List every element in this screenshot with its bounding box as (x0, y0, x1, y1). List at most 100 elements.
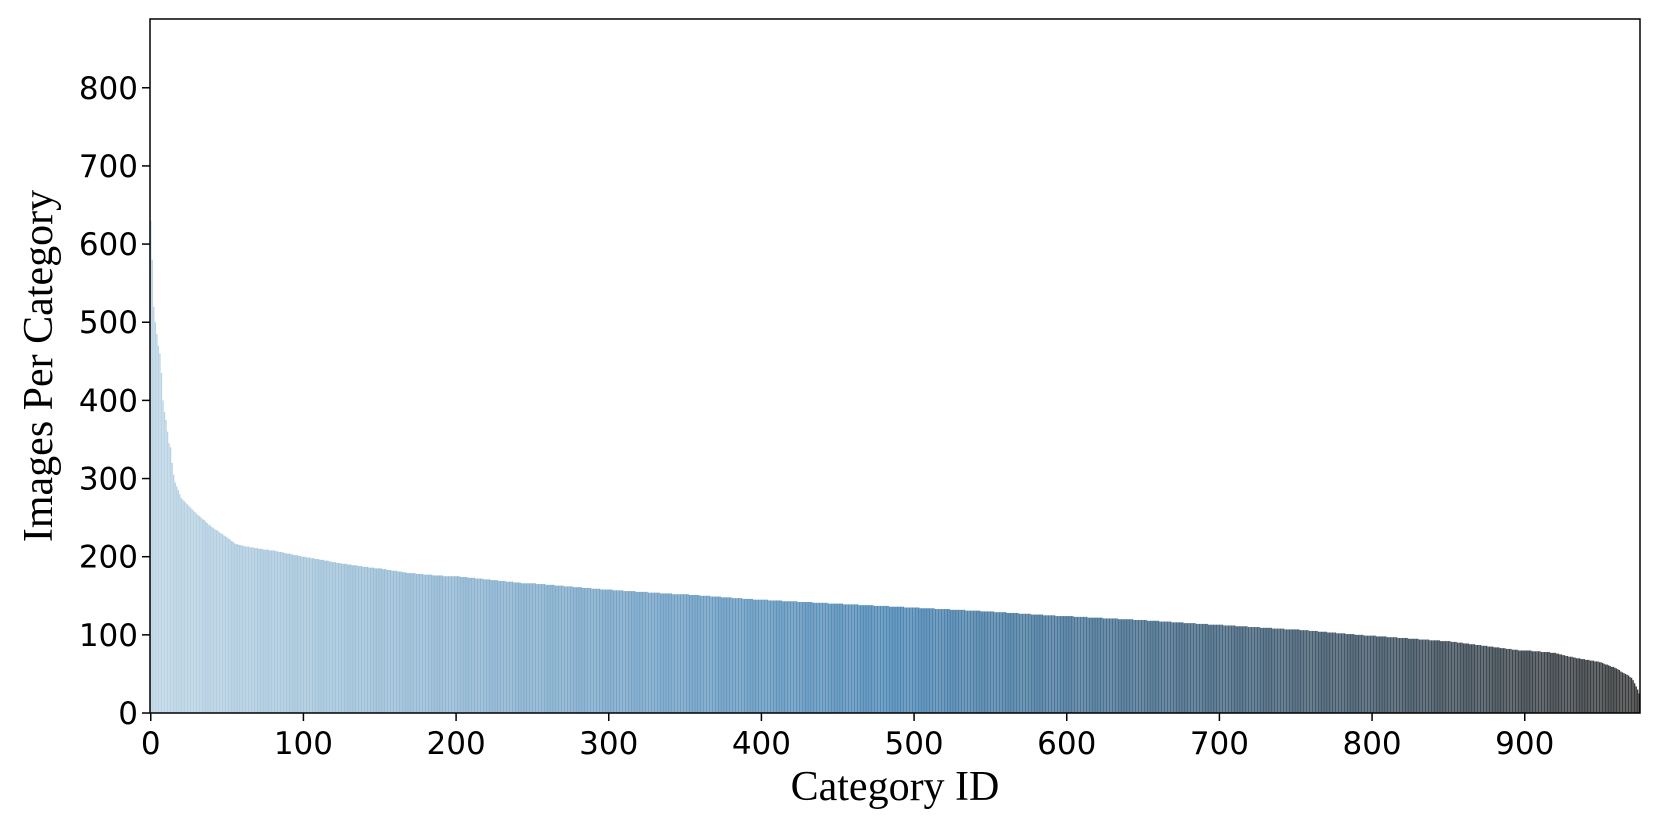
bar (437, 575, 439, 713)
bar (609, 589, 611, 713)
bar (440, 575, 442, 713)
bar (452, 576, 454, 713)
bar (1092, 617, 1094, 713)
bar (298, 555, 300, 713)
bar (1012, 612, 1015, 713)
bar (1269, 627, 1271, 713)
bar (1177, 622, 1179, 713)
bar (814, 602, 816, 713)
bar (843, 604, 845, 713)
bar (550, 584, 552, 713)
bar (171, 462, 173, 713)
bar (1513, 649, 1515, 713)
bar (1551, 652, 1553, 713)
bar (1183, 623, 1185, 713)
bar (1139, 619, 1141, 713)
bar (750, 598, 752, 713)
bar (1487, 646, 1489, 713)
bar (1064, 616, 1066, 713)
bar (937, 609, 940, 713)
bar (517, 582, 520, 713)
bar (647, 592, 650, 713)
bar (623, 591, 625, 713)
bar (856, 604, 859, 713)
bar (1400, 637, 1402, 713)
bar (1273, 628, 1276, 713)
bar (1563, 655, 1566, 713)
bar (441, 575, 444, 713)
bar (1235, 626, 1237, 713)
bar (1623, 673, 1625, 713)
bar (701, 595, 703, 713)
bar (1166, 621, 1169, 713)
bar (1560, 654, 1563, 713)
bar (524, 583, 526, 713)
bar (800, 602, 802, 713)
bar (927, 608, 929, 713)
bar (446, 576, 448, 713)
bar (666, 593, 668, 713)
bar (305, 557, 308, 713)
bar (1264, 627, 1266, 713)
bar (470, 577, 473, 713)
bar (447, 576, 450, 713)
bar (473, 577, 476, 713)
bar (1072, 616, 1074, 713)
bar (942, 609, 944, 713)
bar (585, 587, 587, 713)
bar (1534, 651, 1537, 713)
bar (737, 598, 740, 713)
bar (595, 588, 598, 713)
bar (1143, 619, 1146, 713)
bar (1061, 616, 1063, 713)
bar (427, 574, 430, 713)
bar (1317, 631, 1320, 713)
bar (374, 568, 376, 713)
bar (1546, 652, 1549, 713)
bar (1259, 627, 1262, 713)
bar (1311, 630, 1314, 713)
bar (1343, 633, 1346, 713)
bar (197, 515, 199, 713)
bar (879, 605, 882, 713)
bar (1543, 652, 1546, 713)
bar (1562, 655, 1564, 713)
bar (174, 482, 176, 713)
bar (1498, 647, 1500, 713)
bar (1087, 617, 1089, 713)
bar (762, 599, 764, 713)
bar (150, 220, 152, 713)
bar (360, 566, 363, 713)
bar (829, 603, 831, 713)
bar (508, 581, 511, 713)
bar (1041, 614, 1044, 713)
bar (527, 583, 529, 713)
bar (1533, 651, 1535, 713)
bar (911, 607, 914, 713)
bar (415, 573, 418, 713)
bar (968, 610, 970, 713)
bar (165, 419, 167, 713)
bar (1032, 614, 1034, 713)
x-tick-label: 500 (884, 726, 943, 762)
bar (365, 566, 367, 713)
bar (1049, 615, 1051, 713)
bar (176, 486, 178, 713)
bar (1220, 624, 1222, 713)
bar (898, 606, 900, 713)
bar (340, 563, 343, 713)
bar (850, 604, 853, 713)
bar (1058, 616, 1060, 713)
bar (418, 573, 421, 713)
bar (730, 597, 732, 713)
bar (611, 589, 613, 713)
bar (371, 567, 373, 713)
bar (998, 612, 1001, 713)
bar (348, 564, 350, 713)
bar (1252, 627, 1254, 713)
bar (1027, 613, 1030, 713)
bar (214, 529, 216, 713)
y-tick-label: 300 (79, 462, 138, 498)
bar (269, 550, 271, 713)
bar (954, 609, 956, 713)
